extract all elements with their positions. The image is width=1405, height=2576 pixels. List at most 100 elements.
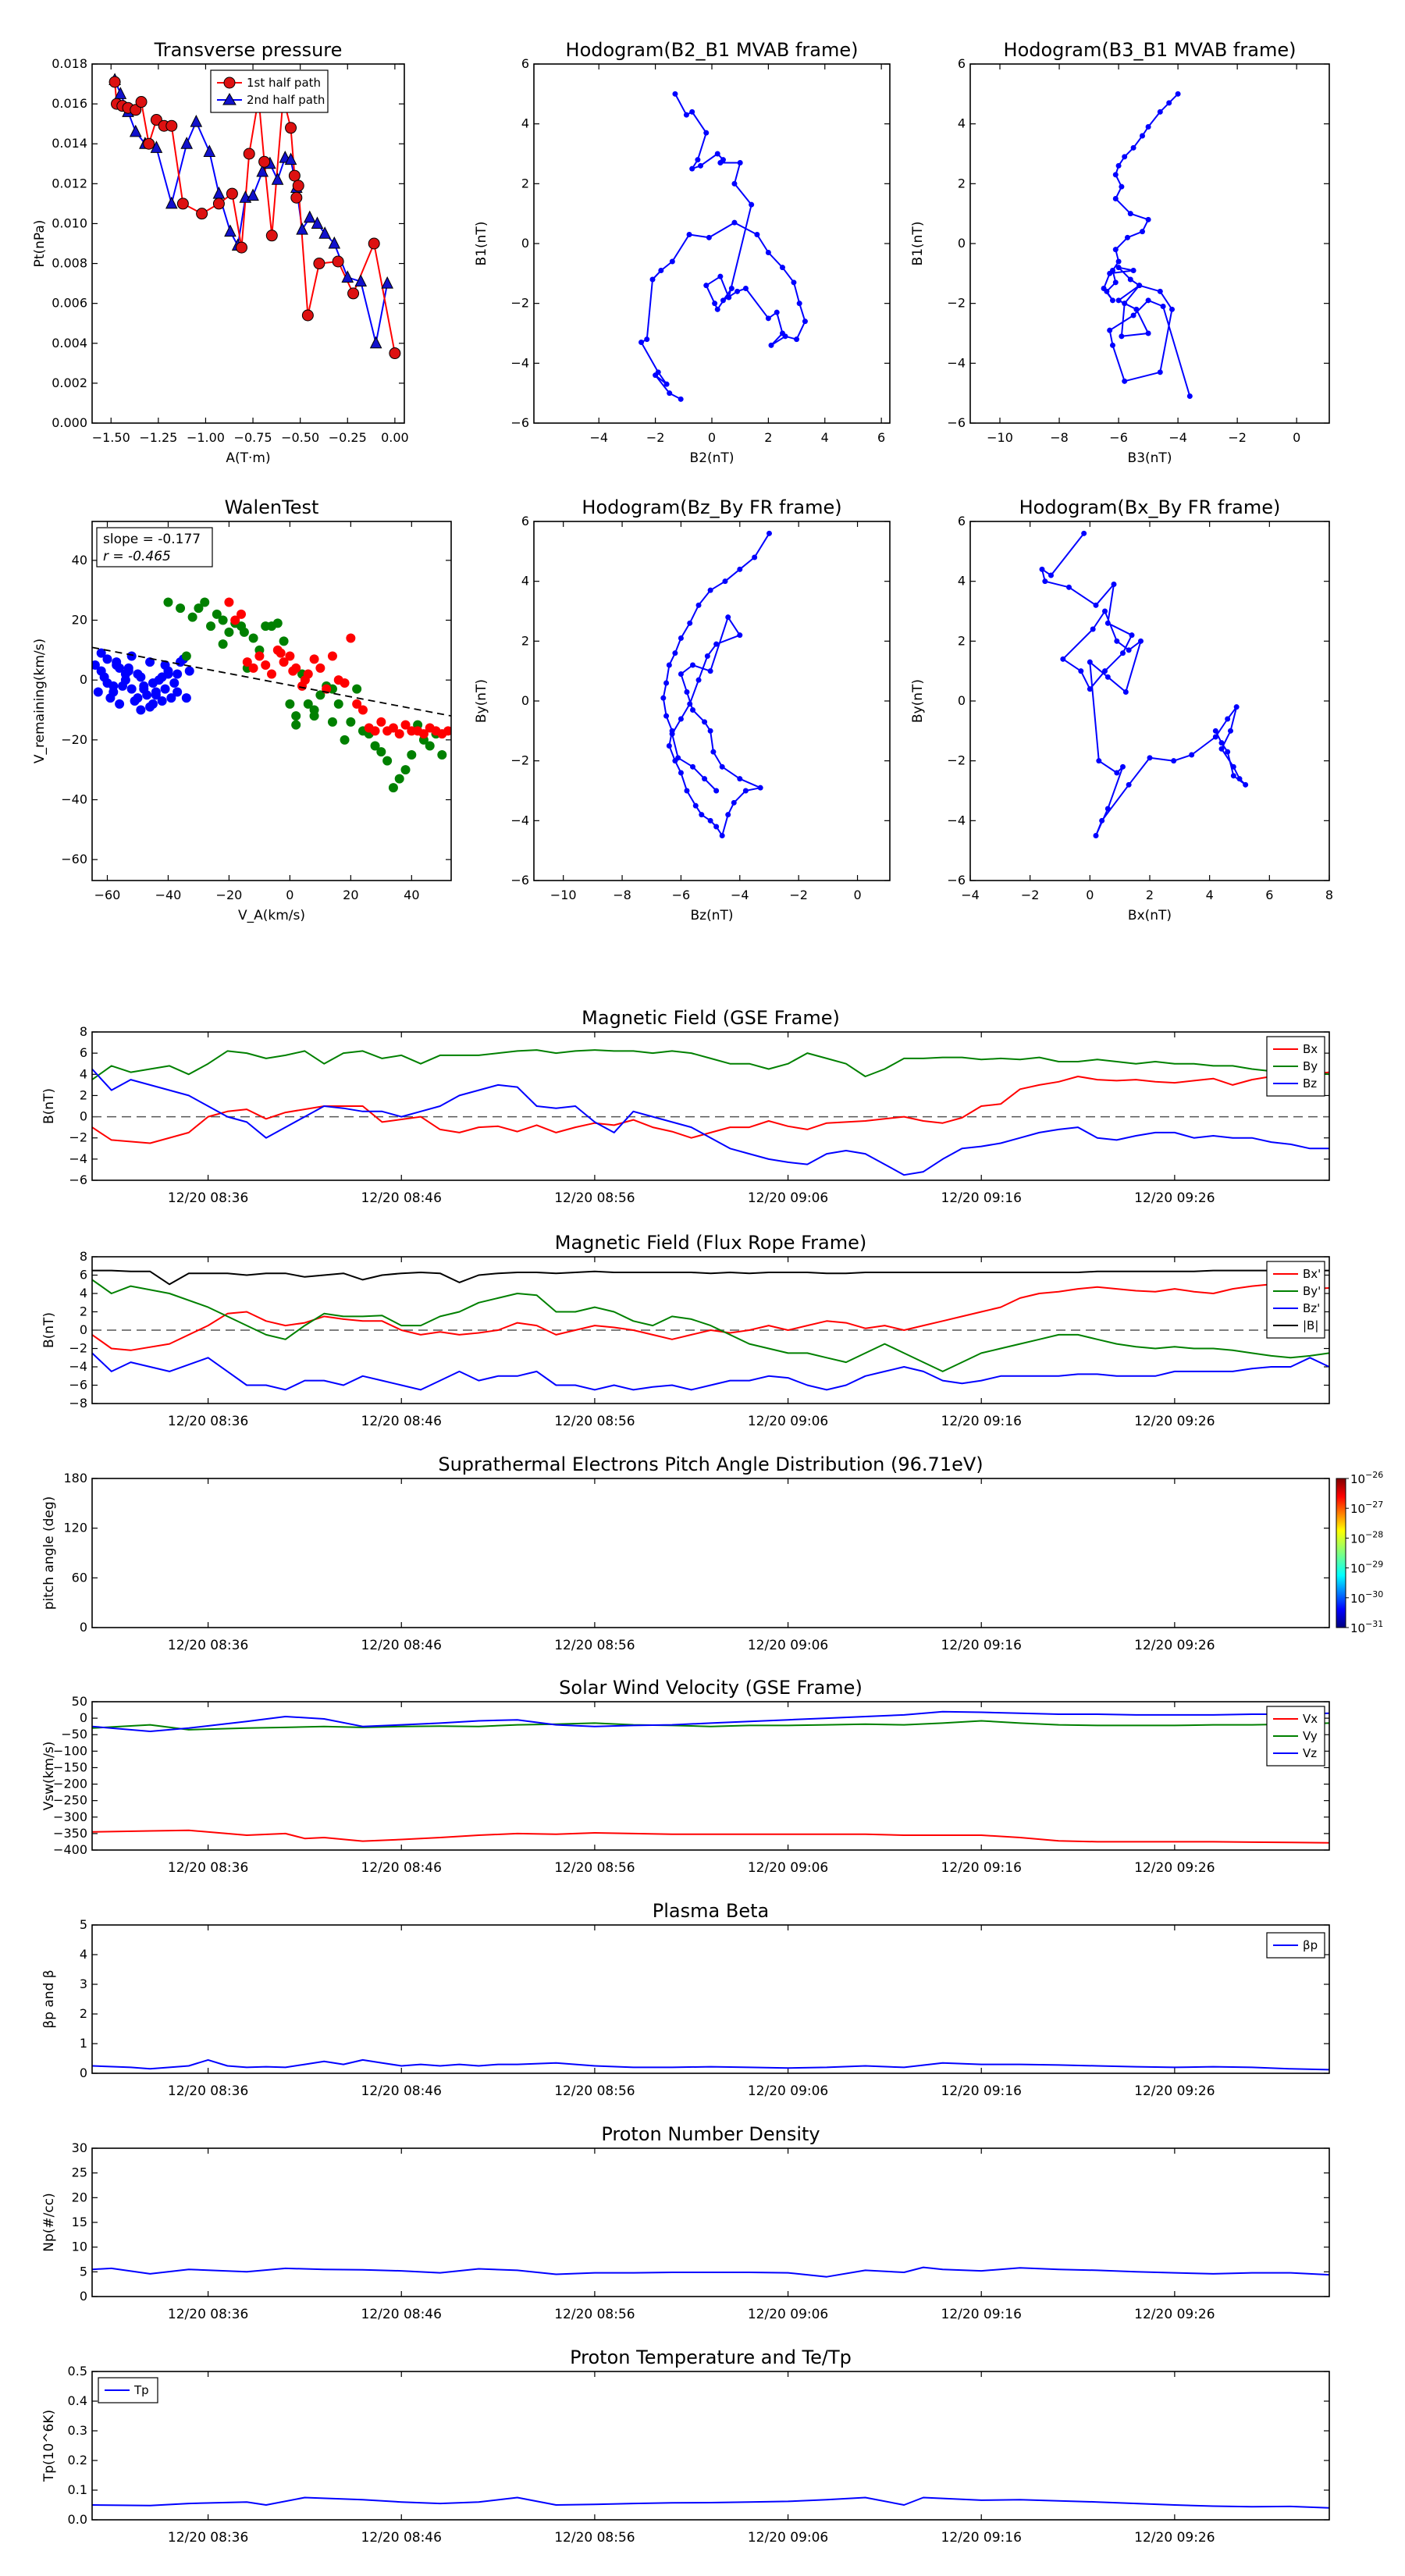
sw_velocity-panel: Solar Wind Velocity (GSE Frame)12/20 08:… — [41, 1677, 1330, 1876]
data-point — [1175, 91, 1181, 97]
y-tick-label: 1 — [80, 2036, 87, 2051]
data-point — [1157, 109, 1163, 115]
data-point — [1166, 100, 1172, 106]
data-point — [165, 119, 178, 132]
data-point — [1112, 279, 1119, 286]
y-tick-label: 120 — [63, 1521, 87, 1535]
x-tick-label: −20 — [216, 888, 243, 902]
data-point — [176, 603, 186, 614]
y-tick-label: −6 — [947, 415, 966, 430]
x-tick-label: 0 — [1086, 888, 1094, 902]
data-point — [1119, 183, 1125, 190]
proton_temperature-ylabel: Tp(10^6K) — [41, 2410, 57, 2482]
data-point — [1157, 369, 1163, 375]
x-tick-label: 12/20 09:06 — [748, 1190, 828, 1206]
data-point — [108, 687, 119, 697]
data-point — [285, 651, 295, 661]
x-tick-label: 2 — [764, 430, 772, 445]
data-point — [1145, 330, 1151, 336]
walen_test-ticks: −60 −40 −20 0 20 40 −60 −40 −20 0 20 40 — [61, 521, 451, 902]
data-point — [1112, 172, 1119, 178]
data-point — [1087, 686, 1093, 692]
data-point — [1212, 728, 1218, 734]
data-point — [669, 731, 675, 737]
data-point — [1130, 144, 1136, 151]
data-point — [703, 283, 710, 289]
x-tick-label: 12/20 08:36 — [168, 2530, 248, 2546]
y-tick-label: −6 — [510, 873, 529, 888]
data-point — [92, 660, 100, 670]
data-point — [1096, 758, 1102, 764]
x-tick-label: −1.00 — [187, 430, 225, 445]
data-point — [765, 315, 771, 322]
data-point — [327, 717, 337, 727]
data-point — [742, 788, 749, 794]
data-point — [145, 657, 155, 667]
x-tick-label: 12/20 08:36 — [168, 1190, 248, 1206]
data-point — [279, 636, 289, 646]
y-tick-label: 0.004 — [52, 336, 87, 350]
hodo_bx_by-xlabel: Bx(nT) — [1128, 908, 1172, 923]
y-tick-label: 50 — [72, 1694, 87, 1709]
data-point — [1233, 704, 1240, 710]
x-tick-label: 12/20 08:56 — [554, 1190, 635, 1206]
y-tick-label: −2 — [69, 1341, 87, 1356]
colorbar — [1336, 1478, 1346, 1628]
data-point — [638, 340, 645, 345]
legend-label: βp — [1303, 1938, 1318, 1952]
y-tick-label: −2 — [510, 753, 529, 768]
data-point — [133, 693, 143, 703]
data-point — [1093, 602, 1099, 608]
pitch_angle-ticks: 12/20 08:36 12/20 08:46 12/20 08:56 12/20 0… — [63, 1471, 1329, 1653]
y-tick-label: −60 — [61, 852, 87, 866]
y-tick-label: 0 — [521, 236, 529, 251]
data-point — [126, 684, 137, 694]
data-point — [388, 783, 398, 793]
walen-points — [92, 597, 451, 793]
data-point — [698, 162, 704, 169]
data-point — [1122, 378, 1128, 384]
data-point — [1124, 234, 1130, 240]
data-point — [672, 91, 678, 97]
legend-label: |B| — [1303, 1318, 1318, 1332]
data-point — [340, 678, 350, 688]
data-point — [176, 197, 189, 210]
x-tick-label: 12/20 09:16 — [941, 2083, 1022, 2099]
data-point — [1115, 258, 1122, 265]
data-point — [196, 208, 208, 220]
y-tick-label: 30 — [72, 2140, 87, 2155]
data-point — [1066, 584, 1072, 590]
data-point — [200, 597, 210, 607]
y-tick-label: −400 — [53, 1842, 87, 1857]
y-tick-label: 4 — [958, 116, 966, 131]
proton_density-ticks: 12/20 08:36 12/20 08:46 12/20 08:56 12/20 0… — [72, 2140, 1329, 2322]
data-point — [288, 666, 298, 676]
data-point — [692, 802, 699, 809]
data-point — [686, 232, 692, 237]
x-tick-label: 2 — [1146, 888, 1154, 902]
y-tick-label: 0 — [80, 2289, 87, 2304]
y-tick-label: 3 — [80, 1976, 87, 1991]
proton_density-frame — [91, 2147, 1330, 2297]
data-point — [376, 747, 386, 757]
data-point — [315, 690, 325, 700]
data-point — [689, 165, 695, 172]
series-line-|B| — [92, 1269, 1329, 1286]
data-point — [352, 684, 362, 694]
data-point — [1102, 668, 1108, 674]
fit-line — [92, 646, 451, 717]
legend-label: 1st half path — [247, 76, 321, 90]
data-point — [194, 603, 204, 614]
y-tick-label: 0.1 — [68, 2482, 87, 2497]
y-tick-label: −100 — [53, 1743, 87, 1758]
y-tick-label: 5 — [80, 1917, 87, 1932]
mag_fr-frame — [91, 1256, 1330, 1404]
data-point — [1122, 301, 1128, 307]
data-point — [1145, 216, 1151, 222]
transverse_pressure-ylabel: Pt(nPa) — [32, 220, 48, 268]
hodo_b3_b1-xlabel: B3(nT) — [1128, 450, 1172, 466]
x-tick-label: 12/20 08:36 — [168, 2307, 248, 2322]
data-point — [1104, 806, 1111, 812]
data-point — [712, 301, 718, 307]
